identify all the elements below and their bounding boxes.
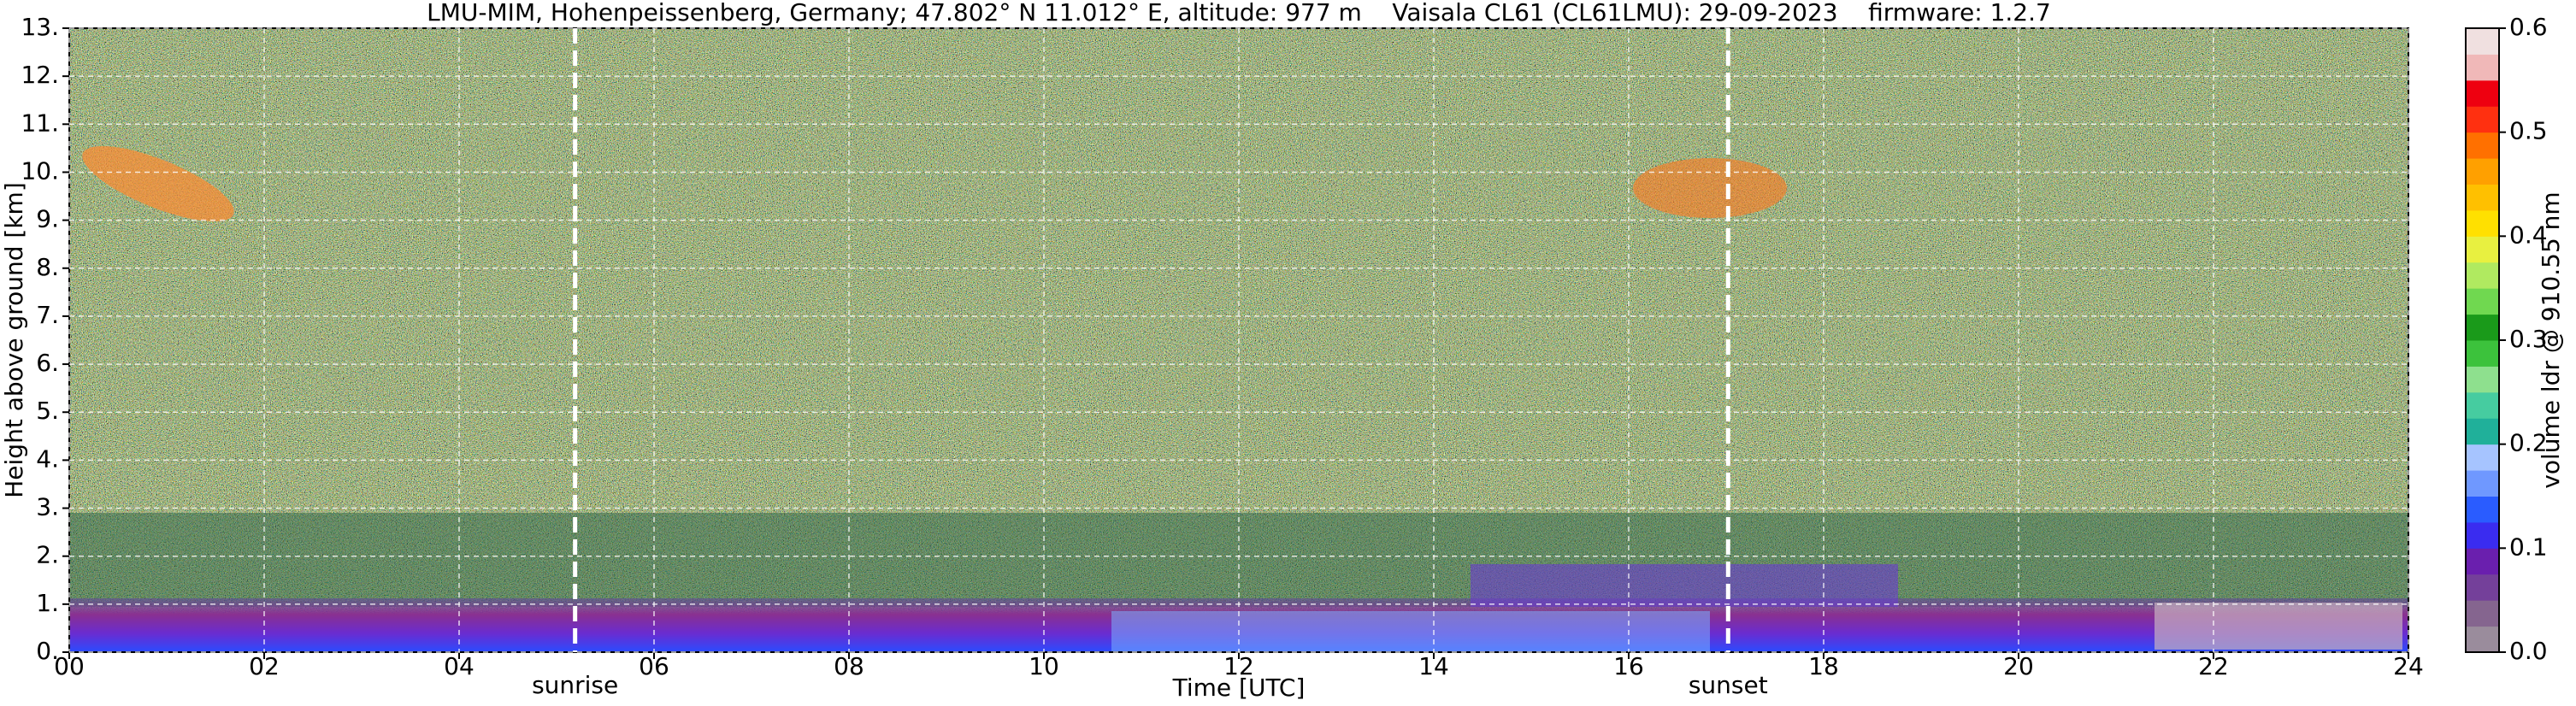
colorbar-swatch [2466, 470, 2499, 497]
x-tick-label: 16 [1613, 652, 1644, 680]
colorbar-swatch [2466, 391, 2499, 419]
y-tick-label: 9. [36, 205, 59, 233]
colorbar-swatch [2466, 521, 2499, 549]
colorbar-swatch [2466, 548, 2499, 575]
x-tick-label: 08 [834, 652, 864, 680]
x-tick-label: 12 [1223, 652, 1254, 680]
y-axis-label: Height above ground [km] [0, 182, 28, 498]
colorbar-swatch [2466, 132, 2499, 159]
colorbar-swatch [2466, 209, 2499, 237]
colorbar-swatch [2466, 79, 2499, 107]
colorbar-swatch [2466, 366, 2499, 393]
x-tick-label: 10 [1029, 652, 1059, 680]
x-tick-label: 02 [249, 652, 280, 680]
y-tick-label: 7. [36, 301, 59, 329]
colorbar-swatch [2466, 314, 2499, 341]
x-tick-label: 04 [444, 652, 475, 680]
y-tick-label: 11. [21, 109, 59, 137]
colorbar-label: volume ldr @ 910.55 nm [2537, 191, 2565, 488]
x-tick-label: 00 [54, 652, 85, 680]
x-tick-label: 20 [2003, 652, 2034, 680]
cirrus-cloud [82, 145, 234, 222]
colorbar-swatch [2466, 28, 2499, 55]
annotation-label: sunrise [532, 671, 618, 699]
colorbar-swatch [2466, 340, 2499, 367]
x-tick-label: 14 [1418, 652, 1449, 680]
colorbar-tick-label: 0.5 [2509, 117, 2548, 145]
colorbar-tick-label: 0.3 [2509, 325, 2548, 353]
chart-title: LMU-MIM, Hohenpeissenberg, Germany; 47.8… [427, 0, 2051, 26]
colorbar-swatch [2466, 106, 2499, 133]
colorbar-tick-label: 0.1 [2509, 532, 2548, 561]
y-tick-label: 2. [36, 541, 59, 569]
y-tick-label: 6. [36, 349, 59, 377]
y-tick-label: 13. [21, 13, 59, 41]
y-tick-label: 1. [36, 589, 59, 617]
y-tick-label: 4. [36, 444, 59, 473]
boundary-layer [1111, 611, 1710, 652]
colorbar-tick-label: 0.4 [2509, 221, 2548, 249]
colorbar-swatch [2466, 236, 2499, 263]
y-tick-label: 12. [21, 61, 59, 89]
x-tick-label: 24 [2393, 652, 2424, 680]
boundary-layer [2155, 603, 2402, 650]
colorbar-swatch [2466, 262, 2499, 289]
colorbar-swatch [2466, 574, 2499, 601]
colorbar-swatch [2466, 600, 2499, 627]
colorbar-swatch [2466, 54, 2499, 81]
y-tick-label: 3. [36, 493, 59, 521]
y-tick-label: 5. [36, 397, 59, 425]
y-tick-label: 0. [36, 637, 59, 665]
colorbar-swatch [2466, 158, 2499, 185]
colorbar-swatch [2466, 496, 2499, 523]
colorbar-swatch [2466, 288, 2499, 315]
annotation-label: sunset [1689, 671, 1768, 699]
boundary-layer [1471, 564, 1898, 607]
colorbar-tick-label: 0.2 [2509, 429, 2548, 457]
colorbar-swatch [2466, 418, 2499, 445]
colorbar-swatch [2466, 626, 2499, 653]
colorbar-swatch [2466, 444, 2499, 471]
y-tick-label: 10. [21, 156, 59, 185]
cirrus-cloud [1633, 158, 1787, 218]
x-tick-label: 22 [2198, 652, 2229, 680]
x-tick-label: 18 [1808, 652, 1839, 680]
colorbar-tick-label: 0.0 [2509, 637, 2548, 665]
colorbar-swatch [2466, 184, 2499, 211]
y-tick-label: 8. [36, 253, 59, 281]
x-tick-label: 06 [639, 652, 669, 680]
x-axis-label: Time [UTC] [1172, 674, 1306, 702]
colorbar-tick-label: 0.6 [2509, 13, 2548, 41]
